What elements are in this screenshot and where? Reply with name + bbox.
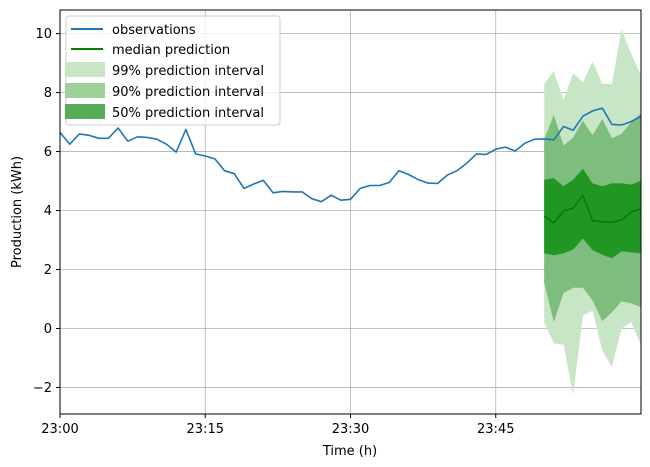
x-axis-ticks: 23:00 23:15 23:30 23:45 bbox=[41, 414, 514, 437]
band-50 bbox=[544, 168, 641, 259]
y-tick-label: 8 bbox=[44, 86, 52, 101]
y-tick-label: 0 bbox=[44, 322, 52, 337]
y-tick-label: 10 bbox=[35, 27, 52, 42]
y-axis-ticks: −2 0 2 4 6 8 10 bbox=[33, 27, 60, 396]
x-axis-label: Time (h) bbox=[322, 444, 377, 459]
legend-99-swatch bbox=[65, 62, 105, 77]
x-tick-label: 23:45 bbox=[477, 422, 514, 437]
x-tick-label: 23:30 bbox=[332, 422, 369, 437]
observations-line bbox=[59, 107, 642, 203]
x-tick-label: 23:15 bbox=[187, 422, 224, 437]
legend-observations-label: observations bbox=[112, 23, 196, 38]
series-lines bbox=[59, 107, 642, 224]
prediction-bands bbox=[544, 29, 641, 395]
legend: observations median prediction 99% predi… bbox=[65, 15, 281, 126]
x-tick-label: 23:00 bbox=[41, 422, 78, 437]
legend-90-swatch bbox=[65, 83, 105, 98]
legend-median-label: median prediction bbox=[112, 43, 230, 58]
y-tick-label: −2 bbox=[33, 381, 52, 396]
y-tick-label: 4 bbox=[44, 204, 52, 219]
median-prediction-line bbox=[543, 194, 642, 224]
y-axis-label: Production (kWh) bbox=[10, 156, 25, 268]
y-tick-label: 2 bbox=[44, 263, 52, 278]
legend-50-label: 50% prediction interval bbox=[112, 106, 264, 121]
grid bbox=[59, 10, 641, 414]
legend-99-label: 99% prediction interval bbox=[112, 64, 264, 79]
legend-50-swatch bbox=[65, 104, 105, 119]
legend-90-label: 90% prediction interval bbox=[112, 85, 264, 100]
y-tick-label: 6 bbox=[44, 145, 52, 160]
